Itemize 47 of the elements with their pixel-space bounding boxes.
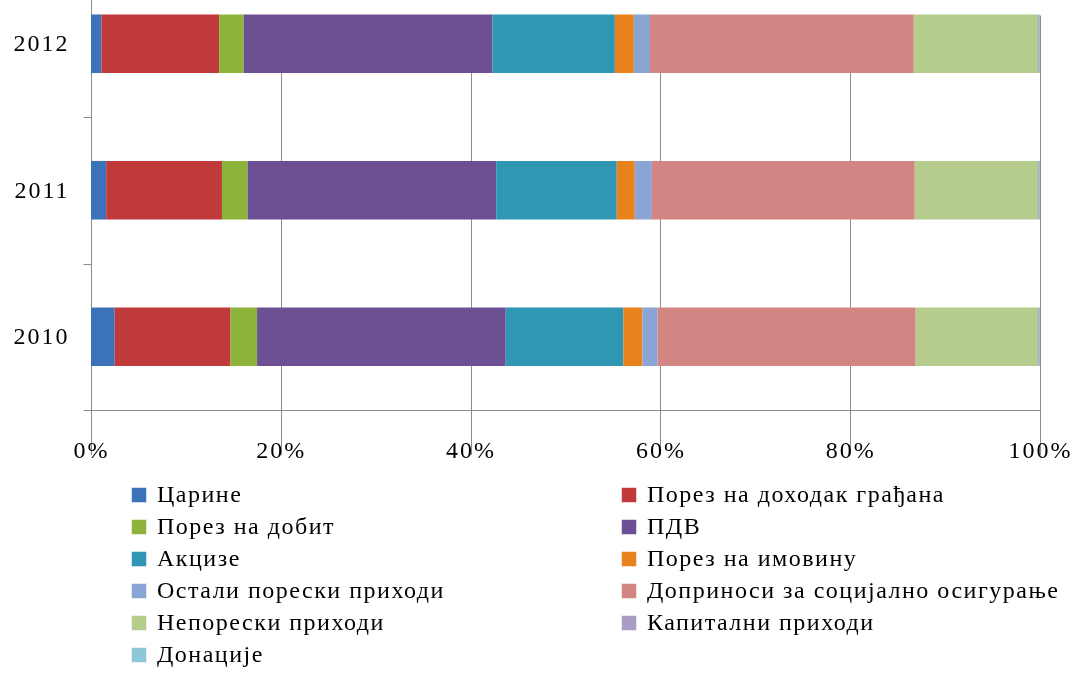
bar — [634, 160, 652, 220]
bar — [642, 307, 658, 367]
legend-label: Непорески приходи — [157, 609, 385, 635]
bar — [221, 160, 248, 220]
bar — [914, 160, 1039, 220]
bar — [616, 160, 635, 220]
bar — [106, 160, 222, 220]
legend-label: Порез на имовину — [647, 545, 858, 571]
x-tick-label: 80% — [825, 436, 876, 463]
legend-label: Капитални приходи — [647, 609, 875, 635]
x-tick-label: 40% — [446, 436, 497, 463]
bar — [91, 160, 107, 220]
bar — [91, 307, 115, 367]
bar — [651, 160, 915, 220]
legend-label: Порез на доходак грађана — [647, 481, 946, 507]
y-tick-label: 2012 — [13, 30, 70, 57]
bar — [230, 307, 258, 367]
y-tick-label: 2011 — [14, 176, 70, 203]
x-tick-label: 0% — [73, 436, 110, 463]
bar — [243, 14, 493, 74]
x-tick-label: 100% — [1008, 436, 1073, 463]
bar — [649, 14, 914, 74]
bar — [915, 307, 1039, 367]
bar — [492, 14, 615, 74]
x-tick-label: 60% — [635, 436, 686, 463]
bar — [91, 14, 102, 74]
legend-label: Царине — [157, 481, 243, 507]
y-tick-label: 2010 — [13, 323, 70, 350]
bar — [913, 14, 1039, 74]
legend-label: Донације — [157, 641, 264, 667]
legend-label: Доприноси за социјално осигурање — [647, 577, 1060, 603]
bar — [496, 160, 617, 220]
bar — [247, 160, 497, 220]
bar — [657, 307, 916, 367]
legend-label: Остали порески приходи — [157, 577, 445, 603]
x-tick-label: 20% — [256, 436, 307, 463]
bar — [219, 14, 244, 74]
bar — [257, 307, 506, 367]
legend-label: ПДВ — [647, 513, 702, 539]
bar — [101, 14, 220, 74]
legend-label: Порез на добит — [157, 513, 336, 539]
bar — [633, 14, 650, 74]
bar — [505, 307, 624, 367]
legend-label: Акцизе — [157, 545, 241, 571]
bar — [623, 307, 643, 367]
bar — [614, 14, 634, 74]
bar — [114, 307, 231, 367]
